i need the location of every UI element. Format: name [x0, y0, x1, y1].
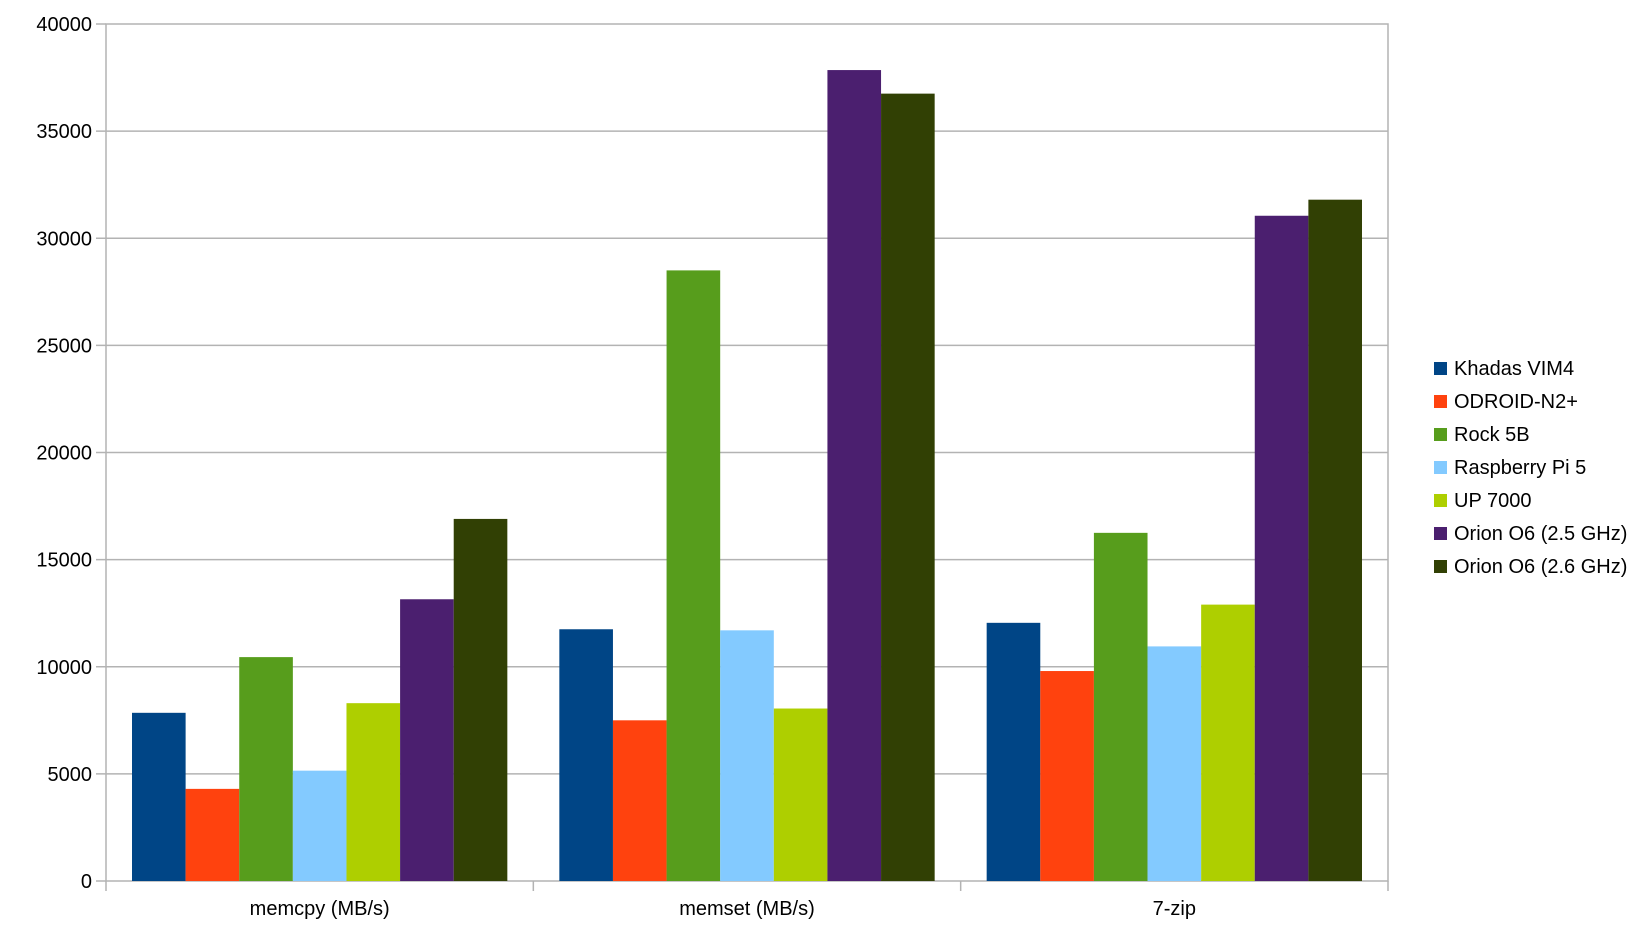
x-tick-label: 7-zip [1153, 898, 1196, 920]
bars [132, 70, 1362, 882]
y-tick-label: 40000 [36, 14, 92, 36]
bar [239, 657, 293, 881]
bar [773, 708, 828, 881]
bar [881, 93, 935, 882]
legend-label: UP 7000 [1454, 490, 1531, 512]
legend-swatch [1434, 395, 1447, 408]
y-tick-label: 15000 [36, 550, 92, 572]
y-tick-label: 10000 [36, 657, 92, 679]
y-tick-label: 0 [81, 871, 92, 893]
y-tick-label: 25000 [36, 335, 92, 357]
legend-swatch [1434, 494, 1447, 507]
legend-swatch [1434, 362, 1447, 375]
legend-swatch [1434, 461, 1447, 474]
bar [292, 770, 347, 881]
axes: 0 5000 10000 15000 20000 25000 30000 35000 40000… [36, 14, 1389, 920]
legend-label: Raspberry Pi 5 [1454, 457, 1586, 479]
legend-label: Khadas VIM4 [1454, 358, 1574, 380]
legend-label: Orion O6 (2.6 GHz) [1454, 556, 1627, 578]
bar [827, 70, 882, 882]
bar [1147, 646, 1202, 881]
bar [185, 788, 240, 881]
legend-label: ODROID-N2+ [1454, 391, 1578, 413]
bar [1093, 532, 1148, 881]
legend-label: Rock 5B [1454, 424, 1530, 446]
legend-swatch [1434, 527, 1447, 540]
bar [1201, 604, 1255, 881]
bar [400, 599, 454, 881]
legend: Khadas VIM4 ODROID-N2+ Rock 5B Raspberry Pi… [1434, 358, 1627, 578]
bar [346, 703, 401, 881]
legend-swatch [1434, 560, 1447, 573]
x-tick-label: memset (MB/s) [679, 898, 815, 920]
bar [1308, 199, 1362, 881]
bar [559, 629, 613, 881]
y-tick-label: 35000 [36, 121, 92, 143]
bar [666, 270, 721, 881]
bar [720, 630, 774, 881]
y-tick-label: 20000 [36, 443, 92, 465]
bar [612, 720, 667, 881]
bar [986, 622, 1041, 881]
bar [1254, 215, 1309, 881]
x-tick-label: memcpy (MB/s) [250, 898, 390, 920]
y-tick-label: 5000 [48, 764, 93, 786]
legend-label: Orion O6 (2.5 GHz) [1454, 523, 1627, 545]
y-tick-label: 30000 [36, 228, 92, 250]
bar [132, 712, 186, 881]
bar [1040, 671, 1094, 881]
legend-swatch [1434, 428, 1447, 441]
bar [453, 518, 508, 881]
